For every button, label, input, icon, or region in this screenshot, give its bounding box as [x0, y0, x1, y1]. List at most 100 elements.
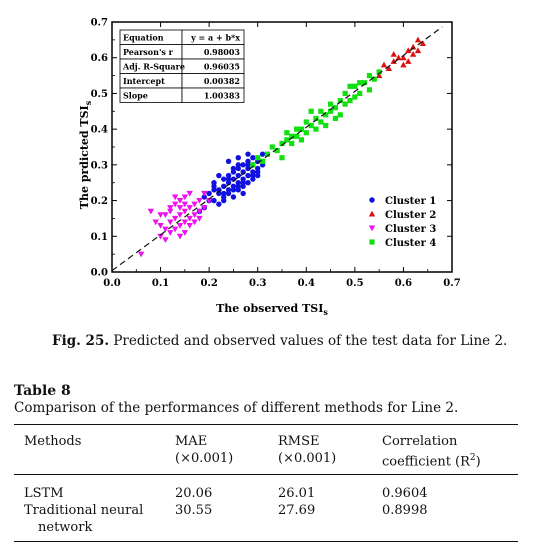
data-point: [347, 83, 353, 89]
legend-marker: [368, 210, 376, 217]
table-row-1-method: LSTM: [24, 486, 64, 501]
data-point: [347, 97, 353, 104]
data-point: [157, 223, 164, 229]
stats-label: Adj. R-Square: [122, 62, 185, 72]
data-point: [342, 101, 348, 107]
data-point: [400, 54, 407, 61]
data-point: [181, 219, 189, 226]
data-point: [221, 176, 227, 182]
data-point: [216, 172, 222, 179]
data-point: [245, 180, 251, 186]
table-row-2-method: Traditional neural network: [24, 503, 144, 535]
data-point: [240, 180, 246, 186]
table-label: Table 8: [14, 383, 71, 399]
data-point: [303, 130, 309, 136]
data-point: [279, 155, 285, 161]
data-point: [376, 69, 382, 75]
data-point: [274, 147, 280, 154]
y-tick-label: 0.2: [91, 196, 108, 207]
data-point: [186, 205, 193, 211]
x-axis-label: The observed TSIs: [216, 302, 328, 317]
data-point: [327, 108, 334, 114]
data-point: [313, 115, 319, 122]
table-title: Comparison of the performances of differ…: [14, 400, 459, 416]
x-axis-label-subscript: s: [323, 307, 328, 317]
data-point: [259, 158, 266, 164]
legend-label: Cluster 2: [385, 210, 436, 221]
data-point: [385, 65, 393, 71]
data-point: [196, 198, 203, 204]
scatter-chart: 0.0 0.1 0.2 0.3 0.4 0.5 0.6 0.7 0.0 0.1 0.2 0.3 0.4 0…: [78, 18, 461, 318]
data-point: [167, 219, 174, 226]
stats-table: Equation y = a + b*x Pearson's r 0.98003 Adj…: [119, 29, 245, 103]
data-point: [137, 251, 145, 258]
table-header-methods: Methods: [24, 434, 82, 449]
data-point: [211, 197, 217, 204]
data-point: [176, 205, 184, 211]
data-point: [352, 94, 358, 100]
y-tick-label: 0.3: [91, 160, 108, 171]
data-point: [245, 172, 251, 179]
data-point: [313, 126, 319, 132]
data-point: [298, 126, 305, 132]
data-point: [245, 162, 251, 168]
fit-line: [111, 26, 443, 272]
data-point: [419, 40, 427, 46]
data-point: [357, 90, 363, 97]
data-point: [235, 162, 241, 168]
data-point: [342, 90, 348, 97]
data-point: [289, 140, 295, 147]
x-tick-label: 0.7: [443, 278, 460, 289]
y-tick-label: 0.5: [91, 89, 108, 100]
data-point: [186, 215, 193, 222]
data-point: [211, 187, 217, 193]
data-point: [181, 194, 189, 201]
data-point: [405, 47, 412, 54]
stats-value: 0.00382: [204, 76, 240, 86]
table-row-1-rmse: 26.01: [278, 486, 316, 501]
data-point: [308, 122, 314, 129]
data-point: [167, 208, 174, 215]
data-point: [221, 190, 227, 197]
data-point: [230, 183, 237, 189]
data-point: [284, 137, 290, 143]
table-row-1-mae: 20.06: [175, 486, 213, 501]
data-point: [332, 105, 339, 111]
data-point: [255, 169, 261, 175]
data-point: [176, 223, 184, 229]
legend-label: Cluster 1: [385, 196, 436, 207]
data-point: [171, 201, 179, 208]
data-point: [371, 76, 377, 82]
data-point: [201, 194, 207, 200]
data-point: [366, 72, 373, 79]
data-point: [196, 208, 203, 215]
data-point: [225, 176, 232, 182]
data-point: [216, 201, 222, 207]
data-point: [176, 212, 184, 219]
x-tick-label: 0.5: [346, 278, 363, 289]
data-point: [191, 219, 198, 226]
data-point: [259, 151, 266, 157]
data-point: [196, 215, 203, 222]
x-tick-label: 0.4: [298, 278, 315, 289]
data-point: [230, 194, 237, 200]
data-point: [279, 140, 285, 147]
legend-marker: [368, 225, 376, 232]
x-tick-label: 0.1: [152, 278, 169, 289]
data-point: [147, 208, 155, 215]
data-point: [332, 115, 339, 122]
data-point: [255, 155, 261, 161]
data-point: [221, 197, 227, 204]
data-point: [390, 50, 397, 57]
data-point: [240, 190, 246, 197]
figure-caption-text: Predicted and observed values of the tes…: [113, 333, 508, 349]
table-bottom-rule: [14, 541, 518, 542]
data-point: [409, 43, 417, 50]
figure-caption-label: Fig. 25.: [52, 333, 110, 349]
data-points: [137, 36, 427, 258]
data-point: [303, 119, 309, 125]
y-axis-label-subscript: s: [83, 100, 93, 105]
data-point: [171, 226, 179, 233]
data-point: [375, 72, 383, 79]
data-point: [289, 133, 295, 139]
